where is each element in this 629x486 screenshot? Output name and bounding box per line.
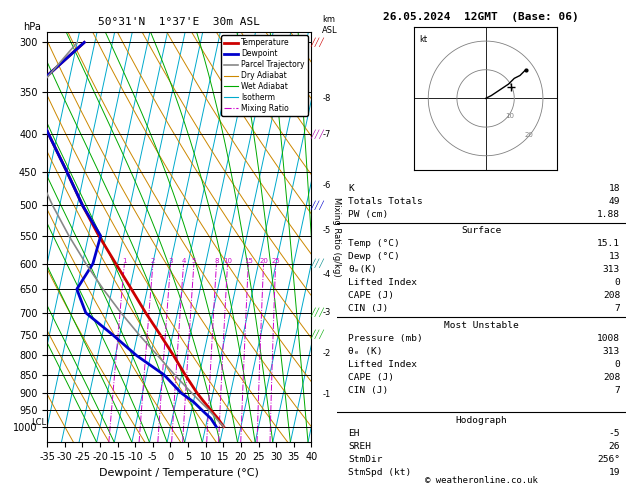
- Text: ╱╱╱: ╱╱╱: [311, 308, 325, 317]
- Text: 10: 10: [223, 258, 232, 263]
- Text: Surface: Surface: [461, 226, 501, 236]
- Text: -6: -6: [323, 181, 331, 190]
- Text: -7: -7: [323, 130, 331, 139]
- Text: θₑ(K): θₑ(K): [348, 265, 377, 275]
- Text: 8: 8: [214, 258, 219, 263]
- Text: Dewp (°C): Dewp (°C): [348, 252, 400, 261]
- Text: Lifted Index: Lifted Index: [348, 360, 417, 369]
- Text: CAPE (J): CAPE (J): [348, 291, 394, 300]
- Text: 15: 15: [244, 258, 253, 263]
- Text: -8: -8: [323, 94, 331, 104]
- Text: ╱╱╱: ╱╱╱: [311, 38, 325, 47]
- Legend: Temperature, Dewpoint, Parcel Trajectory, Dry Adiabat, Wet Adiabat, Isotherm, Mi: Temperature, Dewpoint, Parcel Trajectory…: [221, 35, 308, 116]
- Text: 18: 18: [609, 184, 620, 193]
- Text: StmSpd (kt): StmSpd (kt): [348, 468, 411, 477]
- Text: 5: 5: [192, 258, 196, 263]
- Text: Pressure (mb): Pressure (mb): [348, 334, 423, 343]
- Text: 19: 19: [609, 468, 620, 477]
- Text: km
ASL: km ASL: [323, 16, 338, 35]
- Text: Totals Totals: Totals Totals: [348, 197, 423, 206]
- Text: hPa: hPa: [23, 21, 42, 32]
- Text: ╱╱╱: ╱╱╱: [311, 259, 325, 268]
- Text: -2: -2: [323, 349, 331, 358]
- Text: 7: 7: [615, 304, 620, 313]
- Text: 208: 208: [603, 291, 620, 300]
- Text: 26: 26: [609, 442, 620, 451]
- Text: 208: 208: [603, 373, 620, 382]
- Text: Mixing Ratio (g/kg): Mixing Ratio (g/kg): [333, 197, 342, 277]
- Text: -3: -3: [323, 308, 331, 317]
- Text: CIN (J): CIN (J): [348, 386, 388, 395]
- Text: 313: 313: [603, 265, 620, 275]
- Text: ╱╱╱: ╱╱╱: [311, 201, 325, 210]
- Text: 13: 13: [609, 252, 620, 261]
- Text: ╱╱╱: ╱╱╱: [311, 330, 325, 340]
- Text: CIN (J): CIN (J): [348, 304, 388, 313]
- Text: -5: -5: [609, 429, 620, 438]
- Text: 25: 25: [271, 258, 280, 263]
- Text: -1: -1: [323, 390, 331, 399]
- Text: Lifted Index: Lifted Index: [348, 278, 417, 287]
- Text: CAPE (J): CAPE (J): [348, 373, 394, 382]
- Text: K: K: [348, 184, 354, 193]
- Text: StmDir: StmDir: [348, 454, 382, 464]
- Text: Hodograph: Hodograph: [455, 416, 507, 425]
- Text: 1008: 1008: [597, 334, 620, 343]
- Text: 313: 313: [603, 347, 620, 356]
- Text: 10: 10: [505, 113, 514, 119]
- Text: 4: 4: [181, 258, 186, 263]
- Text: LCL: LCL: [31, 417, 46, 427]
- Text: 0: 0: [615, 360, 620, 369]
- Text: 1.88: 1.88: [597, 209, 620, 219]
- Text: ╱╱╱: ╱╱╱: [311, 130, 325, 139]
- Text: 20: 20: [525, 132, 533, 139]
- Text: θₑ (K): θₑ (K): [348, 347, 382, 356]
- Text: 26.05.2024  12GMT  (Base: 06): 26.05.2024 12GMT (Base: 06): [383, 12, 579, 22]
- Text: 50°31'N  1°37'E  30m ASL: 50°31'N 1°37'E 30m ASL: [98, 17, 260, 28]
- Text: 256°: 256°: [597, 454, 620, 464]
- Text: 3: 3: [169, 258, 173, 263]
- Text: 20: 20: [259, 258, 268, 263]
- Text: kt: kt: [420, 35, 428, 44]
- Text: 7: 7: [615, 386, 620, 395]
- Text: SREH: SREH: [348, 442, 371, 451]
- X-axis label: Dewpoint / Temperature (°C): Dewpoint / Temperature (°C): [99, 468, 259, 478]
- Text: -4: -4: [323, 270, 331, 278]
- Text: -5: -5: [323, 226, 331, 235]
- Text: © weatheronline.co.uk: © weatheronline.co.uk: [425, 476, 538, 485]
- Text: 2: 2: [151, 258, 155, 263]
- Text: 15.1: 15.1: [597, 240, 620, 248]
- Text: Most Unstable: Most Unstable: [444, 321, 518, 330]
- Text: 1: 1: [122, 258, 126, 263]
- Text: 0: 0: [615, 278, 620, 287]
- Text: EH: EH: [348, 429, 360, 438]
- Text: 49: 49: [609, 197, 620, 206]
- Text: Temp (°C): Temp (°C): [348, 240, 400, 248]
- Text: PW (cm): PW (cm): [348, 209, 388, 219]
